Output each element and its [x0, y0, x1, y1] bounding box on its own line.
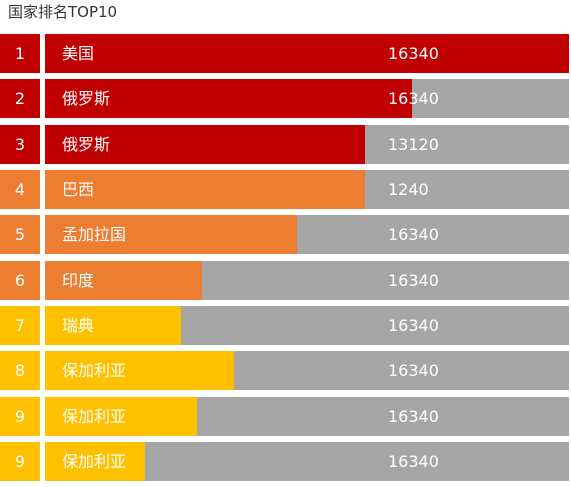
value-label: 16340: [388, 316, 439, 336]
ranking-row: 9 保加利亚 16340: [0, 442, 571, 482]
value-label: 16340: [388, 361, 439, 381]
bar-fill: [45, 306, 181, 346]
value-label: 13120: [388, 134, 439, 154]
bar-fill: [45, 170, 365, 210]
bar-track: 美国 16340: [45, 34, 569, 73]
ranking-row: 5 孟加拉国 16340: [0, 215, 571, 255]
ranking-row: 8 保加利亚 16340: [0, 351, 571, 391]
value-label: 16340: [388, 406, 439, 426]
chart-title: 国家排名TOP10: [8, 3, 118, 21]
bar-fill: [45, 124, 365, 164]
value-label: 1240: [388, 180, 429, 200]
bar-track: 保加利亚 16340: [45, 351, 569, 391]
bar-fill: [45, 34, 569, 73]
rank-badge: 2: [0, 79, 40, 119]
ranking-row: 4 巴西 1240: [0, 170, 571, 210]
ranking-row: 9 保加利亚 16340: [0, 396, 571, 436]
country-name: 巴西: [62, 180, 95, 200]
rank-badge: 8: [0, 351, 40, 391]
country-name: 印度: [62, 270, 95, 290]
country-name: 美国: [62, 44, 95, 63]
rank-badge: 9: [0, 396, 40, 436]
ranking-row: 6 印度 16340: [0, 260, 571, 300]
value-label: 16340: [388, 270, 439, 290]
ranking-row: 1 美国 16340: [0, 34, 571, 73]
ranking-row: 7 瑞典 16340: [0, 306, 571, 346]
value-label: 16340: [388, 44, 439, 63]
value-label: 16340: [388, 452, 439, 472]
bar-track: 印度 16340: [45, 260, 569, 300]
bar-fill: [45, 351, 234, 391]
country-name: 俄罗斯: [62, 89, 111, 109]
bar-fill: [45, 260, 202, 300]
bar-fill: [45, 215, 297, 255]
bar-track: 保加利亚 16340: [45, 442, 569, 482]
rank-badge: 4: [0, 170, 40, 210]
bar-track: 瑞典 16340: [45, 306, 569, 346]
ranking-row: 3 俄罗斯 13120: [0, 124, 571, 164]
bar-fill: [45, 396, 197, 436]
bar-track: 巴西 1240: [45, 170, 569, 210]
rank-badge: 3: [0, 124, 40, 164]
ranking-row: 2 俄罗斯 16340: [0, 79, 571, 119]
country-name: 瑞典: [62, 316, 95, 336]
rank-badge: 7: [0, 306, 40, 346]
bar-fill: [45, 442, 145, 482]
bar-track: 保加利亚 16340: [45, 396, 569, 436]
country-name: 保加利亚: [62, 361, 127, 381]
rank-badge: 1: [0, 34, 40, 73]
value-label: 16340: [388, 225, 439, 245]
value-label: 16340: [388, 89, 439, 109]
country-name: 孟加拉国: [62, 225, 127, 245]
country-name: 俄罗斯: [62, 134, 111, 154]
ranking-list: 1 美国 16340 2 俄罗斯 16340 3 俄罗斯 13120 4 巴西 1240 5 孟加拉国 16…: [0, 34, 571, 487]
rank-badge: 5: [0, 215, 40, 255]
rank-badge: 9: [0, 442, 40, 482]
rank-badge: 6: [0, 260, 40, 300]
bar-track: 俄罗斯 13120: [45, 124, 569, 164]
bar-track: 俄罗斯 16340: [45, 79, 569, 119]
bar-track: 孟加拉国 16340: [45, 215, 569, 255]
country-name: 保加利亚: [62, 452, 127, 472]
bar-fill: [45, 79, 412, 119]
country-name: 保加利亚: [62, 406, 127, 426]
